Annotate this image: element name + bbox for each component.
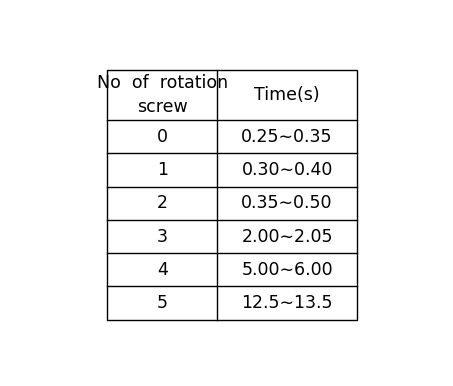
Text: 0.35∼0.50: 0.35∼0.50 (241, 194, 333, 212)
Text: 1: 1 (157, 161, 168, 179)
Text: 12.5∼13.5: 12.5∼13.5 (241, 294, 333, 312)
Text: 0.25∼0.35: 0.25∼0.35 (241, 128, 333, 146)
Text: 0: 0 (157, 128, 168, 146)
Text: 4: 4 (157, 261, 168, 279)
Text: 2.00∼2.05: 2.00∼2.05 (241, 227, 333, 245)
Bar (107, 70, 357, 320)
Text: 2: 2 (157, 194, 168, 212)
Text: 3: 3 (157, 227, 168, 245)
Text: 5.00∼6.00: 5.00∼6.00 (241, 261, 333, 279)
Text: No  of  rotation
screw: No of rotation screw (96, 74, 228, 116)
Text: 5: 5 (157, 294, 168, 312)
Text: 0.30∼0.40: 0.30∼0.40 (241, 161, 333, 179)
Text: Time(s): Time(s) (254, 86, 320, 104)
